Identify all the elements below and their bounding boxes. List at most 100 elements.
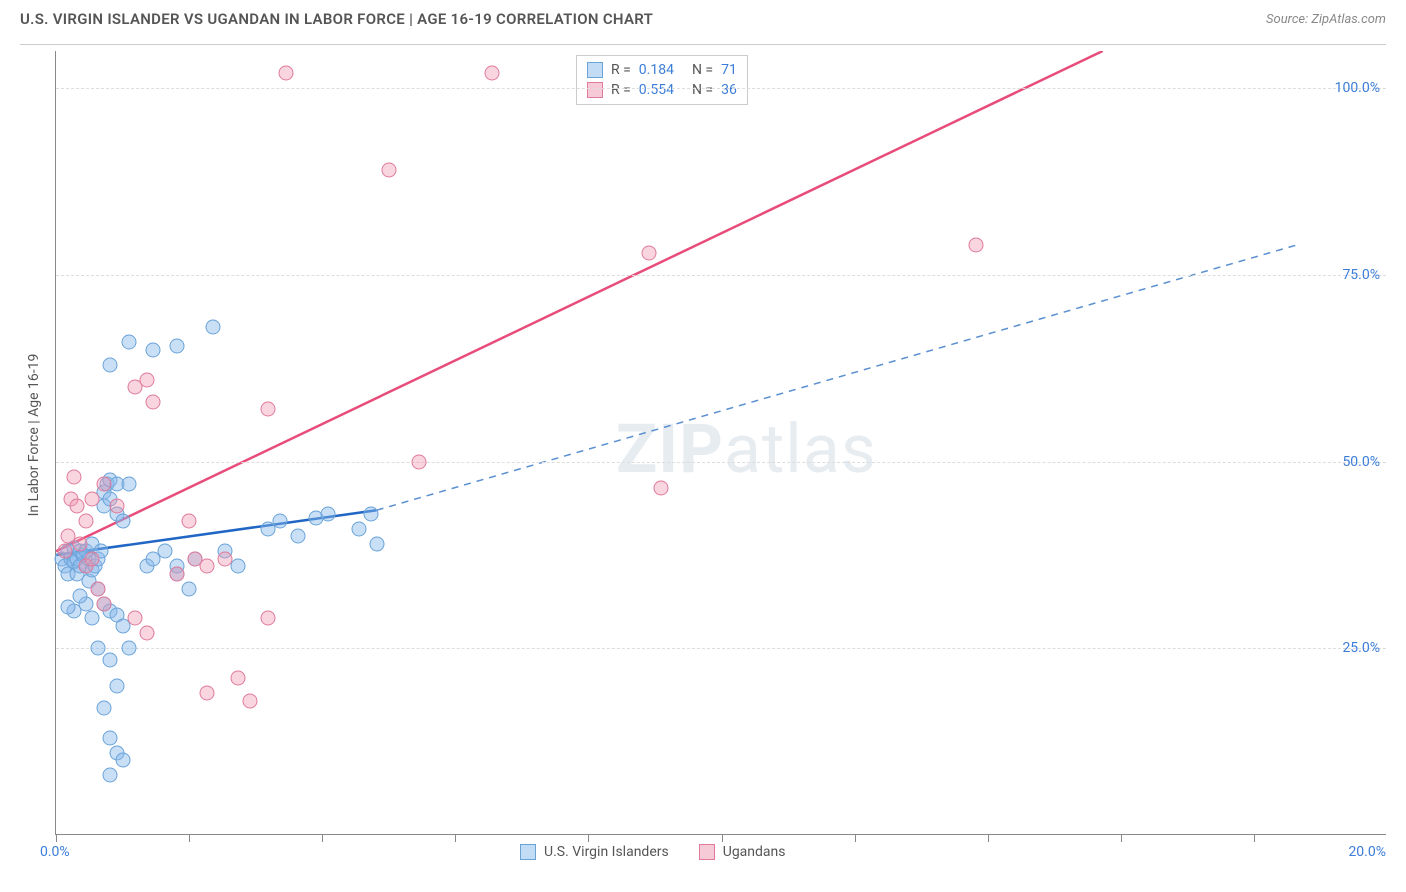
scatter-point-pink [484, 66, 499, 81]
legend-item-pink: Ugandans [699, 844, 786, 860]
scatter-point-blue [157, 544, 172, 559]
scatter-point-blue [103, 730, 118, 745]
scatter-point-pink [278, 66, 293, 81]
xtick [1121, 834, 1122, 842]
scatter-point-pink [654, 480, 669, 495]
scatter-point-blue [351, 521, 366, 536]
scatter-point-blue [363, 506, 378, 521]
trend-lines-svg [56, 51, 1387, 835]
scatter-point-blue [115, 514, 130, 529]
scatter-point-blue [103, 357, 118, 372]
xtick-label-right: 20.0% [1348, 844, 1386, 860]
legend-item-blue: U.S. Virgin Islanders [520, 844, 669, 860]
xtick [189, 834, 190, 842]
stat-n-label: N = [692, 62, 713, 78]
scatter-point-blue [321, 506, 336, 521]
scatter-point-pink [145, 394, 160, 409]
scatter-point-blue [291, 529, 306, 544]
stat-r-label: R = [611, 62, 631, 78]
gridline-h [56, 648, 1386, 649]
legend-label-blue: U.S. Virgin Islanders [544, 844, 669, 860]
scatter-point-blue [103, 652, 118, 667]
scatter-point-pink [218, 551, 233, 566]
scatter-point-pink [97, 477, 112, 492]
scatter-point-pink [182, 514, 197, 529]
scatter-point-pink [79, 514, 94, 529]
ytick-label: 25.0% [1342, 640, 1380, 656]
scatter-point-blue [369, 536, 384, 551]
scatter-point-blue [206, 320, 221, 335]
stat-row-blue: R = 0.184 N = 71 [587, 60, 737, 80]
scatter-point-pink [70, 499, 85, 514]
scatter-point-pink [85, 492, 100, 507]
scatter-point-pink [242, 693, 257, 708]
gridline-h [56, 88, 1386, 89]
scatter-point-pink [200, 686, 215, 701]
chart-container: In Labor Force | Age 16-19 ZIPatlas R = … [20, 44, 1386, 834]
scatter-point-blue [85, 611, 100, 626]
scatter-point-pink [109, 499, 124, 514]
xtick [455, 834, 456, 842]
scatter-point-blue [91, 641, 106, 656]
source-label: Source: ZipAtlas.com [1266, 12, 1386, 27]
scatter-point-blue [145, 342, 160, 357]
scatter-point-pink [58, 544, 73, 559]
scatter-point-pink [127, 611, 142, 626]
scatter-point-blue [109, 678, 124, 693]
scatter-point-pink [968, 238, 983, 253]
gridline-h [56, 275, 1386, 276]
scatter-point-pink [97, 596, 112, 611]
xtick [1254, 834, 1255, 842]
swatch-pink-icon [587, 82, 603, 98]
scatter-point-blue [272, 514, 287, 529]
stat-r-val-blue: 0.184 [639, 62, 674, 78]
scatter-point-pink [260, 611, 275, 626]
scatter-point-pink [139, 372, 154, 387]
ytick-label: 100.0% [1335, 80, 1380, 96]
legend-bottom: U.S. Virgin Islanders Ugandans [520, 844, 786, 860]
scatter-point-blue [97, 701, 112, 716]
scatter-point-pink [91, 581, 106, 596]
scatter-point-blue [103, 768, 118, 783]
xtick [722, 834, 723, 842]
ytick-label: 50.0% [1342, 454, 1380, 470]
scatter-point-blue [182, 581, 197, 596]
xtick [988, 834, 989, 842]
xtick [855, 834, 856, 842]
xtick [588, 834, 589, 842]
swatch-blue-icon [587, 62, 603, 78]
scatter-point-pink [85, 551, 100, 566]
legend-swatch-blue-icon [520, 844, 536, 860]
plot-area: ZIPatlas R = 0.184 N = 71 R = 0.554 N = … [55, 51, 1386, 835]
scatter-point-blue [61, 600, 76, 615]
xtick-label-left: 0.0% [40, 844, 70, 860]
y-axis-label: In Labor Force | Age 16-19 [26, 354, 42, 517]
scatter-point-pink [67, 469, 82, 484]
scatter-point-blue [115, 753, 130, 768]
scatter-point-pink [641, 245, 656, 260]
scatter-point-blue [73, 589, 88, 604]
scatter-point-pink [170, 566, 185, 581]
scatter-point-blue [121, 641, 136, 656]
xtick [56, 834, 57, 842]
ytick-label: 75.0% [1342, 267, 1380, 283]
scatter-point-blue [121, 477, 136, 492]
scatter-point-pink [412, 454, 427, 469]
scatter-point-blue [170, 338, 185, 353]
legend-swatch-pink-icon [699, 844, 715, 860]
legend-label-pink: Ugandans [723, 844, 786, 860]
stat-r-label2: R = [611, 82, 631, 98]
stat-n-label2: N = [692, 82, 713, 98]
scatter-point-pink [230, 671, 245, 686]
watermark: ZIPatlas [616, 409, 877, 489]
chart-title: U.S. VIRGIN ISLANDER VS UGANDAN IN LABOR… [20, 10, 653, 28]
gridline-h [56, 462, 1386, 463]
stat-row-pink: R = 0.554 N = 36 [587, 80, 737, 100]
xtick [322, 834, 323, 842]
scatter-point-pink [260, 402, 275, 417]
scatter-point-pink [381, 163, 396, 178]
correlation-stats-box: R = 0.184 N = 71 R = 0.554 N = 36 [576, 55, 748, 105]
stat-n-val-blue: 71 [721, 62, 737, 78]
stat-n-val-pink: 36 [721, 82, 737, 98]
scatter-point-pink [200, 559, 215, 574]
